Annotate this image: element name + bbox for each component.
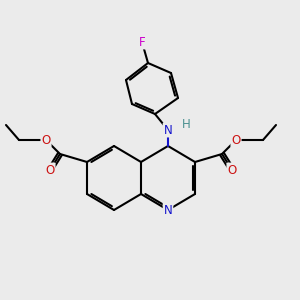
Text: O: O [45, 164, 55, 176]
Text: N: N [164, 124, 172, 136]
Text: O: O [227, 164, 237, 176]
Text: O: O [41, 134, 51, 146]
Text: N: N [164, 203, 172, 217]
Text: H: H [182, 118, 190, 130]
Text: F: F [139, 35, 145, 49]
Text: O: O [231, 134, 241, 146]
